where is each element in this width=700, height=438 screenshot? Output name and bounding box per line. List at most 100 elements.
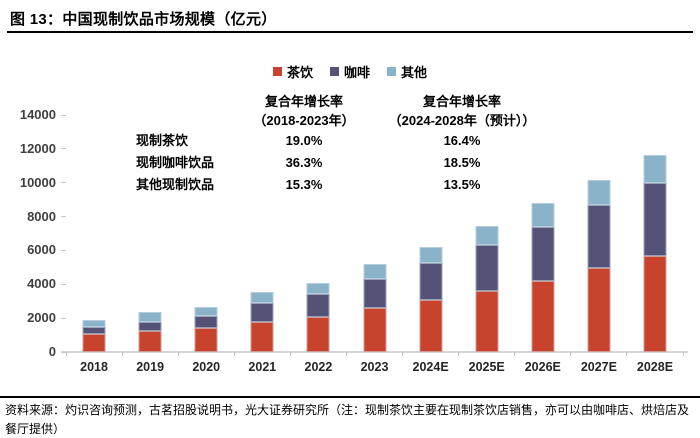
x-axis-tick — [289, 352, 291, 356]
bar-slot-2018 — [66, 115, 122, 352]
bar-segment-其他-2022 — [306, 282, 330, 295]
y-axis-label: 2000 — [27, 310, 56, 326]
y-axis-tick — [61, 283, 66, 285]
bar-segment-咖啡-2023 — [363, 279, 387, 309]
bar-segment-咖啡-2019 — [138, 321, 162, 331]
legend-item-2: 其他 — [387, 62, 427, 81]
cagr-row-1: 现制咖啡饮品 36.3% 18.5% — [136, 152, 562, 174]
y-axis-label: 0 — [48, 344, 56, 359]
x-axis-tick — [345, 352, 347, 356]
title-divider — [7, 31, 693, 33]
x-axis-label-2019: 2019 — [136, 360, 165, 374]
bar-segment-咖啡-2020 — [194, 315, 218, 329]
stacked-bar-2020 — [194, 306, 218, 352]
bar-slot-2022 — [290, 115, 346, 352]
bar-segment-咖啡-2018 — [82, 327, 106, 334]
cagr-row-label: 现制茶饮 — [136, 133, 189, 148]
y-axis-tick — [61, 182, 66, 184]
bar-segment-其他-2018 — [82, 320, 106, 328]
bar-slot-2023 — [346, 115, 402, 352]
bar-segment-咖啡-2021 — [250, 303, 274, 322]
bar-segment-茶饮-2018 — [82, 333, 106, 352]
bar-segment-茶饮-2019 — [138, 330, 162, 352]
cagr-row-label: 其他现制饮品 — [136, 177, 215, 192]
cagr-col2-title: 复合年增长率 — [422, 94, 501, 109]
bars-container — [66, 115, 683, 352]
y-axis-tick — [61, 114, 66, 116]
x-axis-labels: 2018 2019 2020 2021 2022 2023 2024E 2025E 2026E 2… — [66, 360, 683, 374]
stacked-bar-2022 — [306, 282, 330, 352]
cagr-row-2: 其他现制饮品 15.3% 13.5% — [136, 174, 562, 196]
legend-swatch-icon — [272, 67, 282, 76]
y-axis-label: 14000 — [19, 107, 56, 122]
cagr-row-value-1: 15.3% — [285, 177, 323, 192]
cagr-row-0: 现制茶饮 19.0% 16.4% — [136, 130, 562, 152]
stacked-bar-2025E — [475, 226, 499, 352]
bar-slot-2020 — [178, 115, 234, 352]
legend-item-0: 茶饮 — [272, 62, 313, 81]
bar-slot-2028E — [627, 115, 683, 352]
x-axis-tick — [121, 352, 123, 356]
cagr-table-header: 复合年增长率 （2018-2023年） 复合年增长率 （2024-2028年（预… — [136, 92, 562, 130]
x-axis-label-2028E: 2028E — [636, 360, 674, 374]
x-axis-label-2026E: 2026E — [524, 360, 561, 374]
x-axis-tick — [177, 352, 179, 356]
cagr-row-value-2: 18.5% — [443, 155, 481, 170]
stacked-bar-2024E — [419, 246, 443, 352]
bar-segment-茶饮-2020 — [194, 328, 218, 352]
legend-label: 咖啡 — [343, 65, 370, 80]
bar-segment-咖啡-2026E — [531, 226, 555, 281]
x-axis-label-2021: 2021 — [248, 360, 277, 374]
bar-segment-茶饮-2027E — [587, 268, 611, 352]
y-axis-tick — [61, 351, 66, 353]
cagr-col1-title: 复合年增长率 — [264, 94, 343, 109]
legend-item-1: 咖啡 — [329, 62, 370, 81]
stacked-bar-2028E — [643, 155, 667, 352]
bar-slot-2019 — [122, 115, 178, 352]
legend-label: 其他 — [401, 65, 428, 80]
stacked-bar-2026E — [531, 203, 555, 352]
x-axis-tick — [233, 352, 235, 356]
bar-segment-茶饮-2021 — [250, 321, 274, 352]
cagr-row-label: 现制咖啡饮品 — [136, 155, 215, 170]
footer-divider — [0, 396, 700, 398]
bar-segment-其他-2021 — [250, 292, 274, 304]
x-axis-tick — [626, 352, 628, 356]
bar-segment-咖啡-2025E — [475, 245, 499, 292]
stacked-bar-2018 — [82, 320, 106, 352]
y-axis-tick — [61, 317, 66, 319]
stacked-bar-2019 — [138, 311, 162, 352]
y-axis-label: 12000 — [19, 140, 56, 156]
bar-segment-茶饮-2025E — [475, 291, 499, 352]
bar-segment-茶饮-2022 — [306, 317, 330, 352]
cagr-row-value-2: 13.5% — [443, 177, 481, 192]
bar-slot-2025E — [459, 115, 515, 352]
x-axis-label-2022: 2022 — [304, 360, 333, 374]
figure-title: 图 13：中国现制饮品市场规模（亿元） — [10, 11, 277, 28]
y-axis-label: 8000 — [27, 208, 56, 224]
cagr-header-col1: 复合年增长率 （2018-2023年） — [246, 92, 362, 130]
cagr-table: 复合年增长率 （2018-2023年） 复合年增长率 （2024-2028年（预… — [136, 92, 562, 196]
stacked-bar-2023 — [363, 264, 387, 352]
bar-segment-其他-2025E — [475, 226, 499, 246]
bar-segment-咖啡-2022 — [306, 294, 330, 318]
x-axis-label-2024E: 2024E — [412, 360, 449, 374]
x-axis-label-2018: 2018 — [80, 360, 108, 374]
y-axis-tick — [61, 216, 66, 218]
bar-segment-茶饮-2028E — [643, 256, 667, 352]
cagr-col1-subtitle: （2018-2023年） — [253, 113, 355, 128]
y-axis-label: 10000 — [19, 174, 56, 190]
plot-area — [61, 115, 688, 356]
bar-segment-咖啡-2024E — [419, 263, 443, 301]
bar-segment-其他-2020 — [194, 306, 218, 316]
y-axis-tick — [61, 148, 66, 150]
cagr-row-value-1: 36.3% — [285, 155, 323, 170]
x-axis-label-2027E: 2027E — [580, 360, 617, 374]
y-axis-label: 6000 — [27, 242, 56, 258]
x-axis-tick — [514, 352, 516, 356]
x-axis-tick — [682, 352, 684, 356]
x-axis-tick — [570, 352, 572, 356]
source-note: 资料来源：灼识咨询预测，古茗招股说明书，光大证券研究所（注：现制茶饮主要在现制茶… — [5, 403, 690, 436]
cagr-col2-subtitle: （2024-2028年（预计）） — [388, 113, 536, 128]
y-axis-tick — [61, 249, 66, 251]
